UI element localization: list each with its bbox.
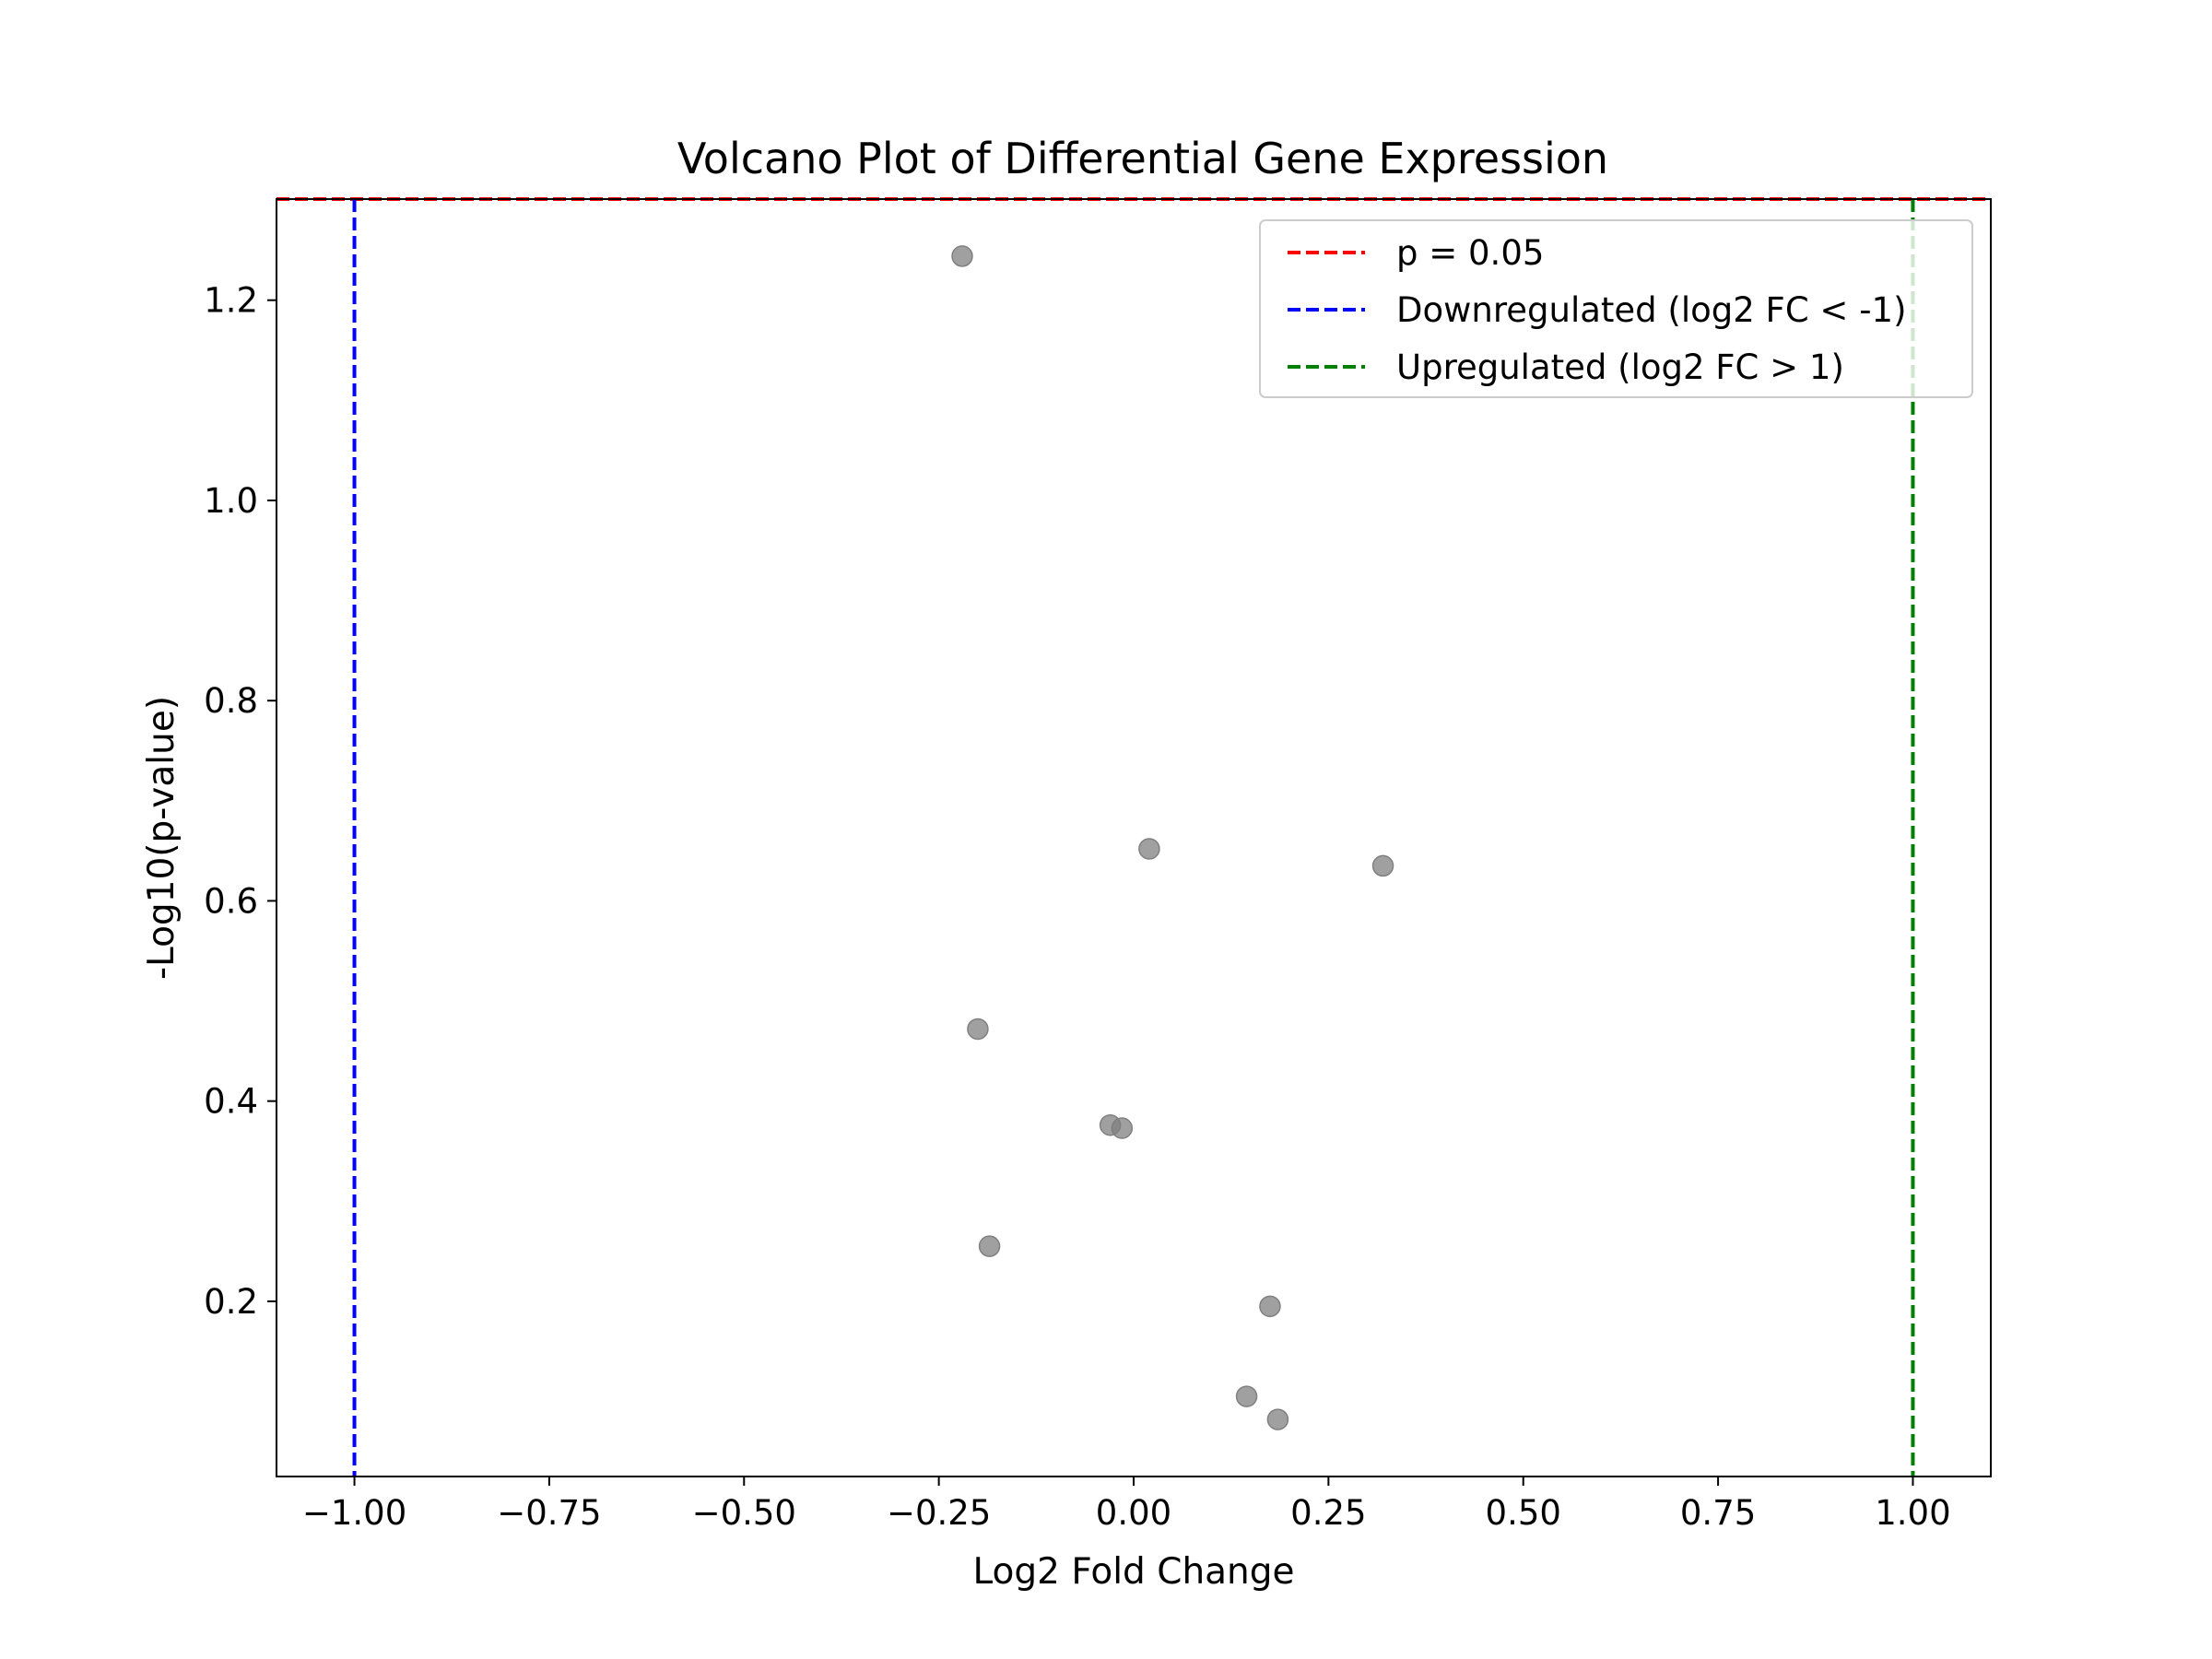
y-axis-label: -Log10(p-value) [141,696,182,980]
y-tick-label: 1.0 [204,481,258,521]
x-tick-label: 0.50 [1486,1493,1561,1533]
y-tick-label: 0.2 [204,1282,258,1322]
x-tick-label: 0.25 [1290,1493,1366,1533]
legend-label-2: Downregulated (log2 FC < -1) [1396,290,1907,330]
data-point-8 [1259,1295,1281,1318]
data-point-1 [951,245,973,267]
data-point-10 [1266,1408,1289,1430]
chart-title: Volcano Plot of Differential Gene Expres… [677,134,1608,183]
x-tick-label: 0.75 [1680,1493,1756,1533]
legend-box [1259,219,1973,398]
x-tick-label: 1.00 [1875,1493,1950,1533]
x-tick-label: −1.00 [302,1493,406,1533]
y-tick-label: 0.6 [204,881,258,921]
legend: p = 0.05 Downregulated (log2 FC < -1) Upre… [1259,219,1973,398]
data-point-2 [1138,838,1160,860]
data-point-6 [1111,1117,1134,1139]
y-tick-label: 0.8 [204,681,258,721]
legend-label-1: p = 0.05 [1396,233,1544,273]
plot-background [276,199,1991,1477]
data-point-7 [978,1235,1001,1257]
data-point-3 [1371,854,1394,877]
data-point-9 [1235,1385,1258,1407]
x-axis-ticks: −1.00 −0.75 −0.50 −0.25 0.00 0.25 0.50 0.75 1.00 [302,1477,1951,1533]
data-points [951,245,1394,1430]
data-point-4 [967,1018,989,1041]
plot-area [276,197,1992,1477]
y-tick-label: 1.2 [204,281,258,321]
legend-label-3: Upregulated (log2 FC > 1) [1396,347,1844,387]
x-tick-label: −0.75 [497,1493,601,1533]
x-tick-label: 0.00 [1096,1493,1171,1533]
y-axis-ticks: 0.2 0.4 0.6 0.8 1.0 1.2 [204,281,276,1322]
x-tick-label: −0.50 [692,1493,796,1533]
x-axis-label: Log2 Fold Change [972,1551,1294,1593]
y-tick-label: 0.4 [204,1082,258,1122]
x-tick-label: −0.25 [887,1493,991,1533]
